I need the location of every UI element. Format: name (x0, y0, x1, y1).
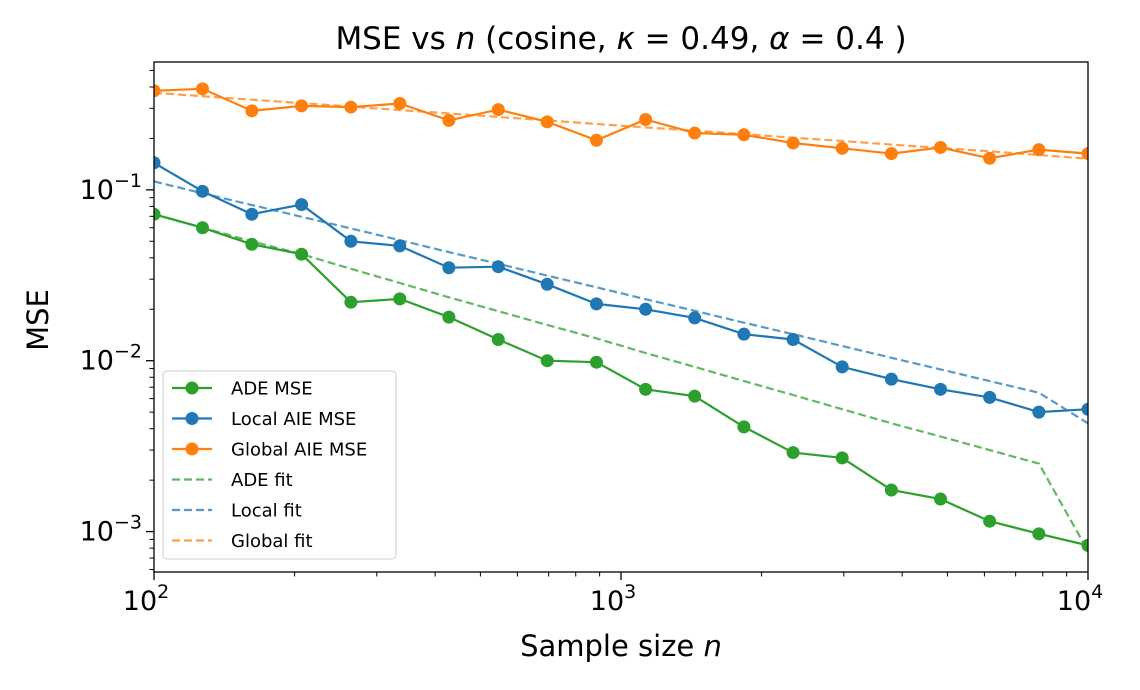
local-aie-mse-point (786, 333, 800, 347)
x-tick-label: 102 (123, 581, 169, 617)
global-aie-mse-point (195, 82, 209, 96)
global-aie-mse-point (491, 103, 505, 117)
ade-mse-point (344, 295, 358, 309)
global-aie-mse-point (442, 113, 456, 127)
global-aie-mse-line (154, 87, 1088, 160)
ade-mse-point (589, 355, 603, 369)
global-aie-mse-point (934, 140, 948, 154)
plot-frame (153, 61, 1089, 573)
local-aie-mse-point (639, 302, 653, 316)
local-aie-mse-point (154, 156, 161, 170)
ade-fit-line (154, 213, 1088, 552)
local-aie-mse-point (884, 372, 898, 386)
legend: ADE MSE Local AIE MSE Global AIE MSE ADE fi… (162, 370, 397, 560)
ade-mse-point (639, 382, 653, 396)
legend-label-local-aie-mse: Local AIE MSE (231, 409, 356, 430)
ade-mse-point (393, 292, 407, 306)
legend-marker-global-aie-mse (185, 442, 199, 456)
y-tick-label: 10−2 (80, 341, 142, 377)
x-tick-label: 104 (1057, 581, 1103, 617)
ade-mse-point (737, 420, 751, 434)
local-aie-mse-point (540, 277, 554, 291)
global-aie-mse-point (835, 141, 849, 155)
ade-mse-point (491, 333, 505, 347)
y-axis-label: MSE (21, 289, 55, 351)
legend-marker-ade-mse (185, 381, 199, 395)
series-layer (154, 82, 1088, 552)
ade-mse-point (688, 389, 702, 403)
local-aie-mse-point (835, 360, 849, 374)
local-fit-line (154, 180, 1088, 425)
ade-mse-line (154, 213, 1088, 547)
ticks-layer: 102 103 104 10−3 10−2 10−1 (80, 69, 1103, 617)
global-aie-mse-point (540, 115, 554, 129)
legend-box (162, 370, 397, 560)
legend-label-local-fit: Local fit (231, 501, 302, 522)
ade-mse-point (540, 354, 554, 368)
chart-title: MSE vs n (cosine, κ = 0.49, α = 0.4 ) (335, 21, 906, 57)
local-aie-mse-point (1032, 405, 1046, 419)
x-tick-label: 103 (590, 581, 636, 617)
local-aie-mse-point (195, 184, 209, 198)
global-aie-mse-point (688, 126, 702, 140)
global-aie-mse-point (295, 99, 309, 113)
ade-mse-point (295, 247, 309, 261)
global-aie-mse-point (1081, 147, 1088, 161)
global-aie-mse-point (589, 133, 603, 147)
local-aie-mse-point (393, 239, 407, 253)
y-tick-label: 10−3 (80, 512, 142, 548)
global-fit-line (154, 91, 1088, 160)
ade-mse-point (442, 310, 456, 324)
ade-mse-point (786, 446, 800, 460)
global-aie-mse-point (786, 136, 800, 150)
global-aie-mse-point (983, 151, 997, 165)
ade-mse-point (884, 483, 898, 497)
local-aie-mse-point (737, 327, 751, 341)
local-aie-mse-point (245, 207, 259, 221)
legend-label-ade-mse: ADE MSE (231, 379, 313, 400)
local-aie-mse-point (295, 198, 309, 212)
local-aie-mse-point (1081, 402, 1088, 416)
local-aie-mse-point (344, 234, 358, 248)
local-aie-mse-point (983, 390, 997, 404)
local-aie-mse-point (688, 311, 702, 325)
global-aie-mse-point (245, 104, 259, 118)
x-axis-label: Sample size n (520, 629, 722, 663)
ade-mse-point (934, 492, 948, 506)
local-aie-mse-point (442, 261, 456, 275)
legend-label-global-fit: Global fit (231, 531, 313, 552)
legend-label-ade-fit: ADE fit (231, 470, 293, 491)
local-aie-mse-line (154, 161, 1088, 414)
y-tick-label: 10−1 (80, 170, 142, 206)
ade-mse-point (1032, 527, 1046, 541)
global-aie-mse-point (393, 97, 407, 111)
local-aie-mse-point (589, 297, 603, 311)
global-aie-mse-point (639, 113, 653, 127)
global-aie-mse-point (884, 147, 898, 161)
legend-marker-local-aie-mse (185, 412, 199, 425)
global-aie-mse-point (1032, 143, 1046, 157)
ade-mse-point (835, 451, 849, 465)
ade-mse-point (983, 514, 997, 528)
local-aie-mse-point (934, 382, 948, 396)
legend-label-global-aie-mse: Global AIE MSE (231, 440, 367, 461)
